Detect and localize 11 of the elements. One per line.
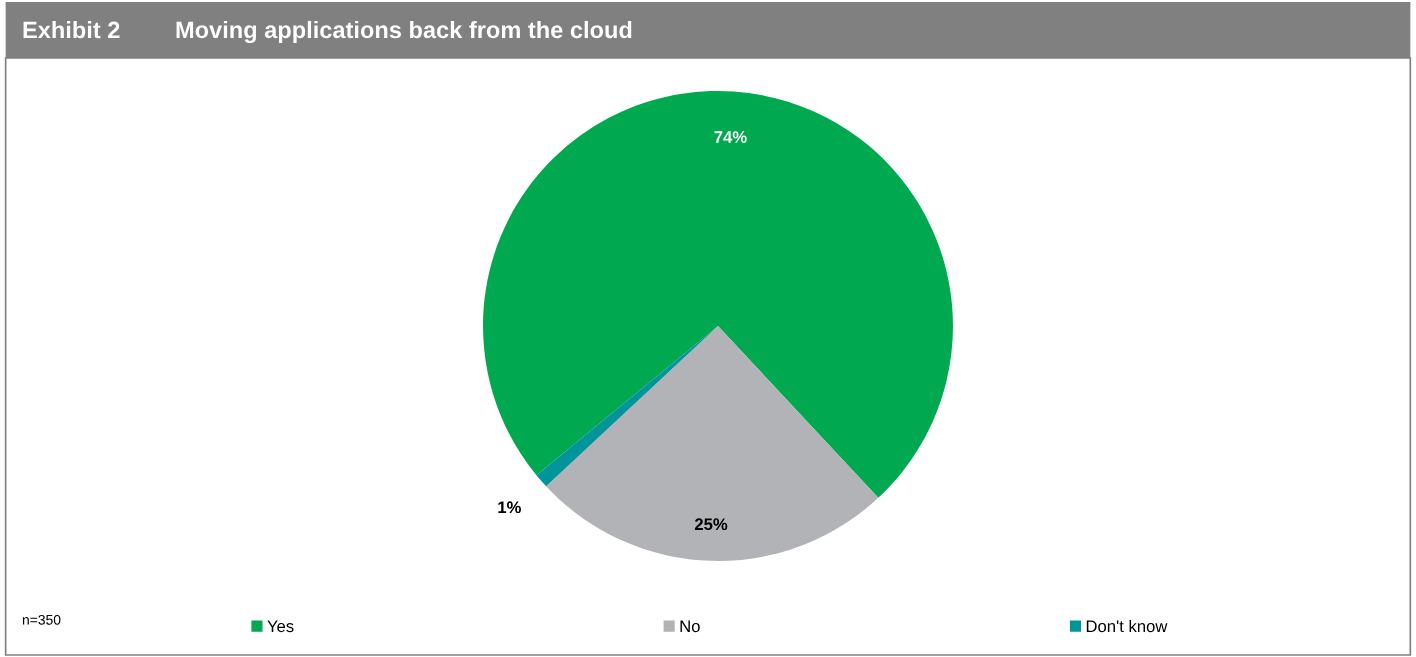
data-label: 74% bbox=[714, 131, 747, 143]
legend-label: Yes bbox=[267, 620, 294, 633]
data-label: 1% bbox=[498, 501, 521, 514]
pie-slice bbox=[546, 326, 879, 561]
chart-subtitle: Moving applications back from the cloud bbox=[176, 20, 632, 44]
text: n=350 bbox=[22, 614, 61, 625]
chart-title: Exhibit 2 bbox=[23, 21, 120, 39]
legend-label: Don't know bbox=[1086, 619, 1168, 633]
pie-slice bbox=[483, 91, 953, 498]
legend-label: No bbox=[680, 620, 700, 633]
data-label: 25% bbox=[694, 518, 728, 531]
